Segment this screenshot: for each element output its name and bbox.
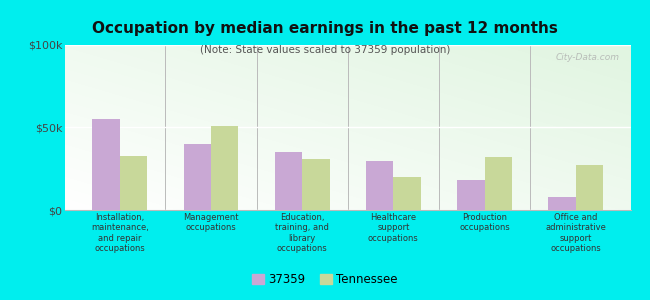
Bar <box>393 177 421 210</box>
Text: (Note: State values scaled to 37359 population): (Note: State values scaled to 37359 popu… <box>200 45 450 55</box>
Bar <box>275 152 302 210</box>
Bar <box>549 197 576 210</box>
Text: City-Data.com: City-Data.com <box>555 53 619 62</box>
Bar <box>183 144 211 210</box>
Bar <box>366 160 393 210</box>
Legend: 37359, Tennessee: 37359, Tennessee <box>248 269 402 291</box>
Bar <box>92 119 120 210</box>
Bar <box>484 157 512 210</box>
Text: Occupation by median earnings in the past 12 months: Occupation by median earnings in the pas… <box>92 21 558 36</box>
Bar <box>302 159 330 210</box>
Bar <box>211 126 239 210</box>
Bar <box>120 155 147 210</box>
Bar <box>457 180 484 210</box>
Bar <box>576 165 603 210</box>
